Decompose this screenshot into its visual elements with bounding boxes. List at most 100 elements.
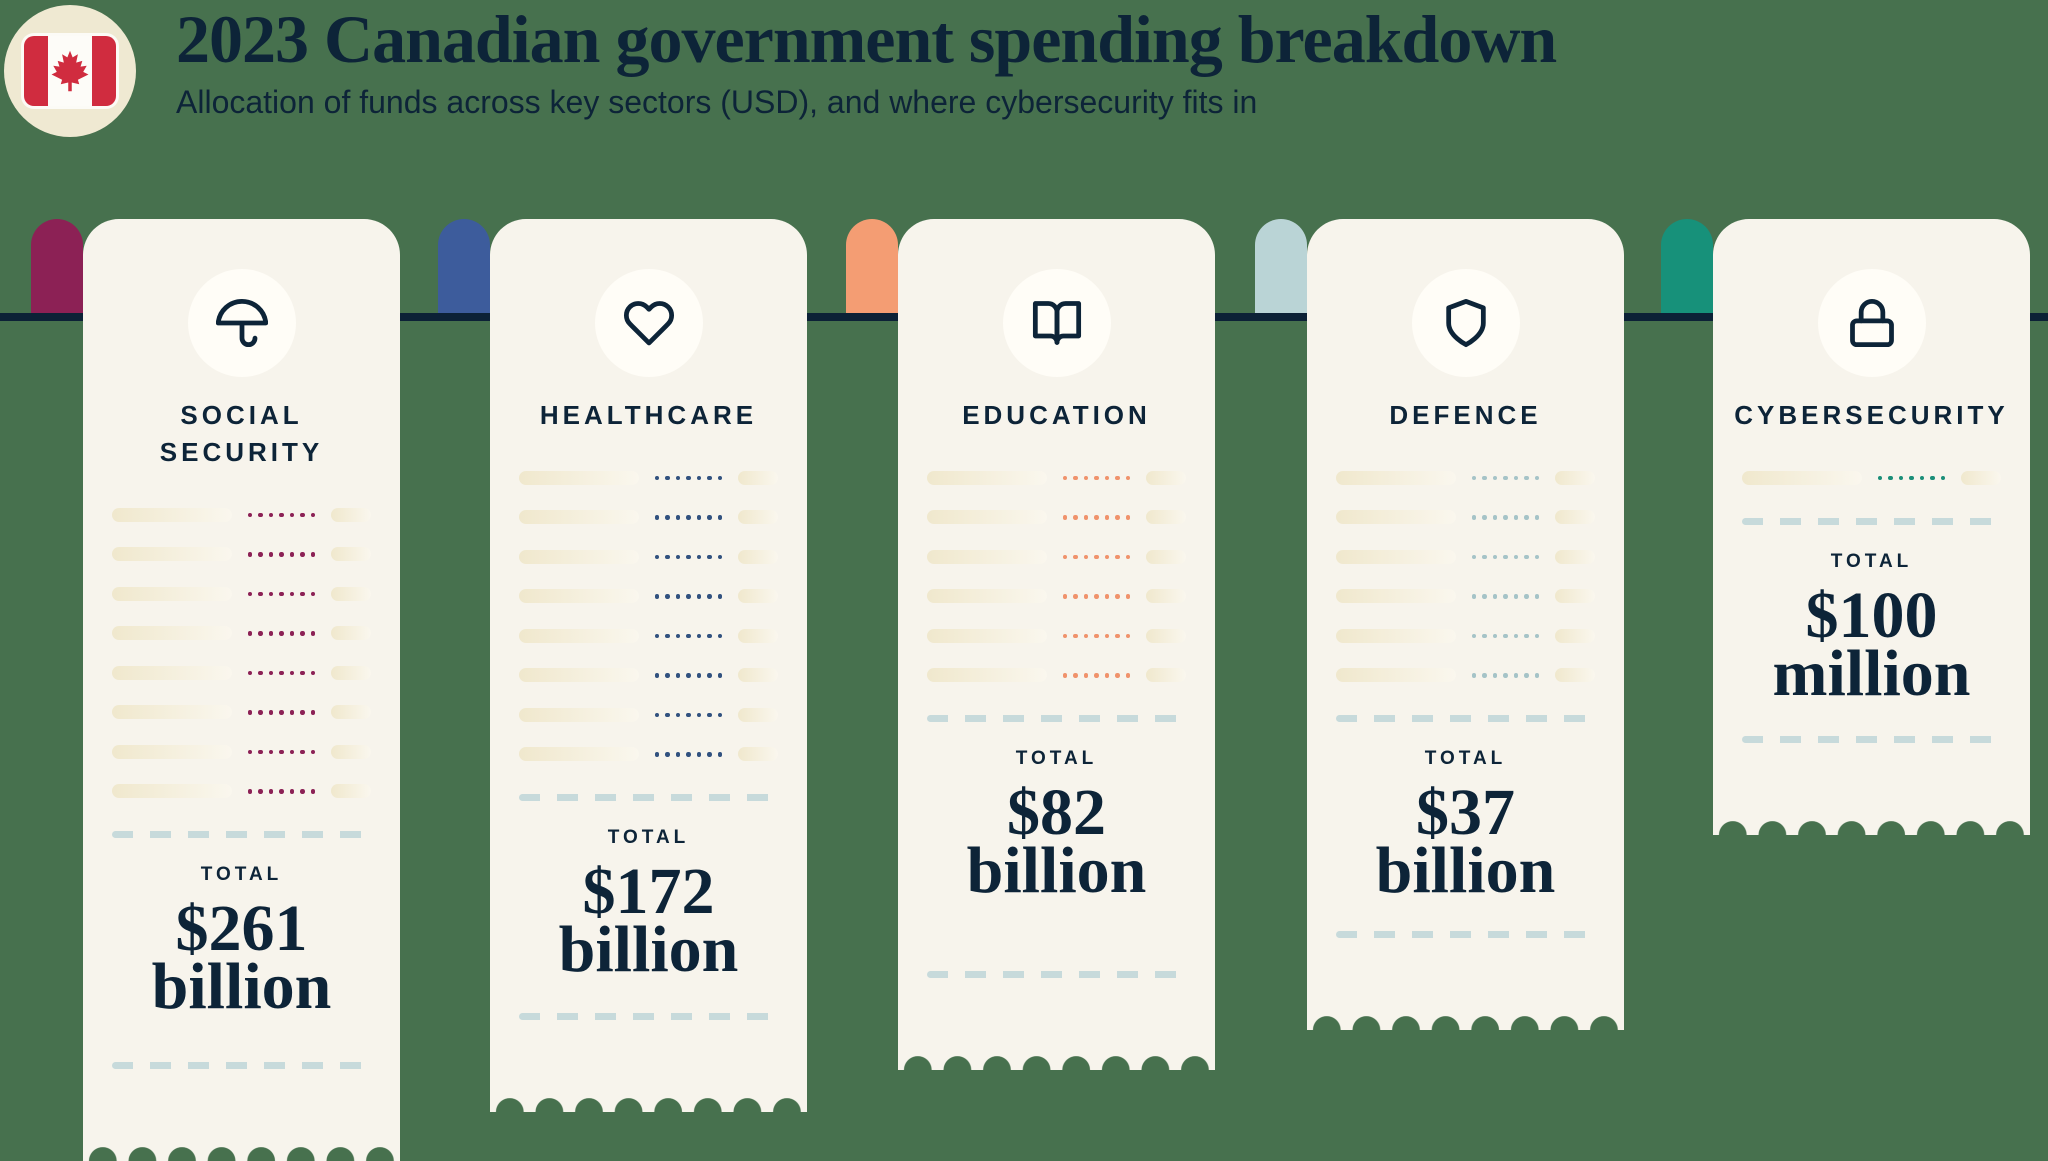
item-dots bbox=[654, 475, 723, 480]
item-dot bbox=[1073, 673, 1078, 678]
item-dot bbox=[279, 512, 284, 517]
item-dot bbox=[696, 475, 702, 480]
item-dots bbox=[247, 512, 316, 517]
item-dot bbox=[675, 712, 681, 717]
item-dot bbox=[1115, 673, 1120, 678]
item-dot bbox=[1888, 475, 1893, 480]
item-dot bbox=[279, 552, 284, 557]
item-bar-left bbox=[519, 707, 639, 722]
item-dot bbox=[1909, 475, 1914, 480]
item-dot bbox=[258, 591, 263, 596]
item-dot bbox=[1534, 633, 1540, 638]
item-dot bbox=[279, 631, 284, 636]
receipt-tab bbox=[1661, 219, 1713, 321]
item-bar-left bbox=[519, 589, 639, 604]
line-item-row bbox=[83, 495, 400, 535]
item-bar-right bbox=[738, 668, 778, 683]
item-dot bbox=[310, 631, 316, 636]
item-dot bbox=[258, 789, 263, 794]
item-dot bbox=[310, 512, 316, 517]
item-dot bbox=[675, 515, 681, 520]
receipt-tab bbox=[438, 219, 490, 321]
item-dot bbox=[258, 670, 263, 675]
item-dots bbox=[247, 749, 316, 754]
item-dot bbox=[665, 475, 670, 480]
item-bar-right bbox=[331, 547, 371, 562]
item-dots bbox=[654, 554, 723, 559]
item-dot bbox=[654, 752, 660, 757]
item-dot bbox=[1503, 475, 1508, 480]
item-dot bbox=[707, 673, 712, 678]
receipt-line-items bbox=[898, 458, 1215, 695]
dashed-divider-bottom bbox=[519, 1013, 778, 1020]
item-dot bbox=[300, 591, 305, 596]
item-dot bbox=[1492, 475, 1498, 480]
item-dot bbox=[675, 752, 681, 757]
line-item-row bbox=[898, 577, 1215, 617]
item-dot bbox=[1482, 673, 1487, 678]
item-bar-right bbox=[1146, 510, 1186, 525]
receipt-icon-circle bbox=[1411, 269, 1520, 377]
item-dot bbox=[717, 712, 723, 717]
line-item-row bbox=[490, 498, 807, 538]
receipt-line-items bbox=[1307, 458, 1624, 695]
item-bar-right bbox=[738, 549, 778, 564]
item-dot bbox=[1115, 475, 1120, 480]
item-dot bbox=[1482, 515, 1487, 520]
line-item-row bbox=[490, 656, 807, 696]
item-dot bbox=[268, 631, 274, 636]
item-dots bbox=[1471, 515, 1540, 520]
item-dot bbox=[1104, 594, 1110, 599]
item-dot bbox=[289, 552, 295, 557]
item-dot bbox=[279, 670, 284, 675]
line-item-row bbox=[83, 693, 400, 733]
item-dot bbox=[1073, 475, 1078, 480]
item-bar-left bbox=[1336, 510, 1456, 525]
item-bar-right bbox=[1146, 589, 1186, 604]
umbrella-icon bbox=[215, 298, 268, 348]
item-dot bbox=[696, 712, 702, 717]
item-dots bbox=[247, 789, 316, 794]
canada-flag-icon bbox=[24, 36, 116, 106]
total-label: TOTAL bbox=[1830, 550, 1913, 572]
dashed-divider bbox=[112, 831, 371, 838]
item-bar-right bbox=[738, 747, 778, 762]
line-item-row bbox=[83, 535, 400, 575]
line-item-row bbox=[898, 616, 1215, 656]
receipt-category-label: DEFENCE bbox=[1389, 400, 1542, 430]
line-item-row bbox=[83, 574, 400, 614]
item-dot bbox=[665, 594, 670, 599]
item-dot bbox=[1062, 594, 1068, 599]
item-bar-right bbox=[1555, 628, 1595, 643]
item-dot bbox=[1524, 515, 1529, 520]
item-dot bbox=[1482, 554, 1487, 559]
receipt-category-label: EDUCATION bbox=[962, 400, 1151, 430]
item-dot bbox=[268, 710, 274, 715]
item-dot bbox=[1471, 633, 1477, 638]
line-item-row bbox=[898, 498, 1215, 538]
line-item-row bbox=[490, 695, 807, 735]
item-dot bbox=[1104, 673, 1110, 678]
receipt-icon-circle bbox=[1002, 269, 1111, 377]
item-bar-left bbox=[112, 784, 232, 799]
item-dot bbox=[1877, 475, 1883, 480]
item-dots bbox=[247, 552, 316, 557]
item-dot bbox=[1073, 633, 1078, 638]
item-dots bbox=[654, 752, 723, 757]
item-dot bbox=[696, 673, 702, 678]
line-item-row bbox=[1713, 458, 2030, 498]
item-dot bbox=[268, 512, 274, 517]
item-bar-left bbox=[1742, 470, 1862, 485]
item-dot bbox=[247, 591, 253, 596]
item-dot bbox=[1125, 594, 1131, 599]
item-dot bbox=[289, 512, 295, 517]
item-dot bbox=[1524, 633, 1529, 638]
item-dot bbox=[654, 633, 660, 638]
item-dot bbox=[1471, 673, 1477, 678]
line-item-row bbox=[83, 614, 400, 654]
flag-red-band-left bbox=[24, 36, 48, 106]
dashed-divider-bottom bbox=[1336, 931, 1595, 938]
receipt-category-label: SOCIAL SECURITY bbox=[159, 400, 324, 467]
item-dot bbox=[707, 752, 712, 757]
